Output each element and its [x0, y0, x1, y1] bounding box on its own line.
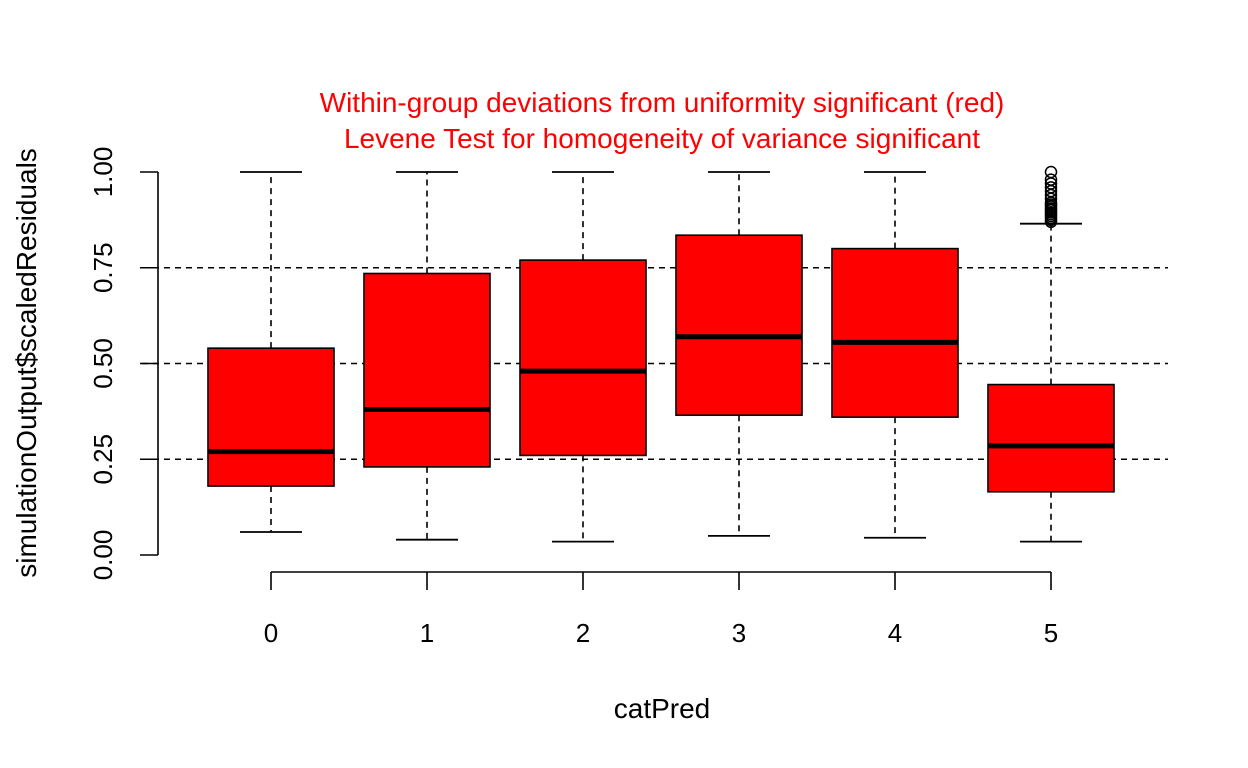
box-group-5: [987, 165, 1115, 543]
x-axis-label: catPred: [614, 693, 711, 724]
x-tick-label: 5: [1044, 618, 1058, 648]
outlier-point: [1044, 165, 1058, 179]
outlier-point: [1044, 173, 1058, 186]
y-tick-label: 0.75: [88, 242, 118, 293]
box: [675, 234, 803, 417]
box-group-3: [675, 171, 803, 537]
y-axis: 0.00 0.25 0.50 0.75 1.00: [88, 147, 159, 581]
box-group-0: [207, 171, 335, 533]
box-group-1: [363, 171, 491, 541]
y-tick-label: 0.50: [88, 338, 118, 389]
chart-title-line-1: Within-group deviations from uniformity …: [320, 87, 1005, 118]
boxes: [207, 165, 1115, 543]
y-tick-label: 0.00: [88, 530, 118, 581]
x-tick-label: 0: [264, 618, 278, 648]
box: [987, 383, 1115, 493]
x-tick-label: 1: [420, 618, 434, 648]
box: [363, 272, 491, 468]
y-axis-label: simulationOutput$scaledResiduals: [11, 148, 42, 578]
y-tick-label: 1.00: [88, 147, 118, 198]
box: [831, 247, 959, 418]
x-tick-label: 3: [732, 618, 746, 648]
y-tick-label: 0.25: [88, 434, 118, 485]
x-tick-label: 2: [576, 618, 590, 648]
box-group-2: [519, 171, 647, 543]
x-axis: 0 1 2 3 4 5: [264, 571, 1058, 648]
chart-title-line-2: Levene Test for homogeneity of variance …: [344, 123, 980, 154]
outlier-point: [1044, 181, 1058, 194]
x-tick-label: 4: [888, 618, 902, 648]
box-group-4: [831, 171, 959, 539]
box: [207, 347, 335, 487]
box: [519, 259, 647, 457]
